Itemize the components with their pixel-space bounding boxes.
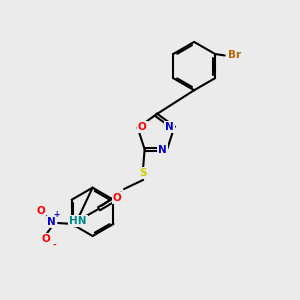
Text: O: O: [113, 193, 122, 202]
Text: O: O: [36, 206, 45, 216]
Text: +: +: [53, 210, 59, 219]
Text: N: N: [165, 122, 174, 132]
Text: Br: Br: [228, 50, 241, 61]
Text: N: N: [47, 218, 56, 227]
Text: HN: HN: [69, 216, 87, 226]
Text: N: N: [158, 145, 167, 155]
Text: O: O: [138, 122, 146, 132]
Text: -: -: [52, 241, 56, 250]
Text: O: O: [42, 234, 51, 244]
Text: S: S: [140, 168, 147, 178]
